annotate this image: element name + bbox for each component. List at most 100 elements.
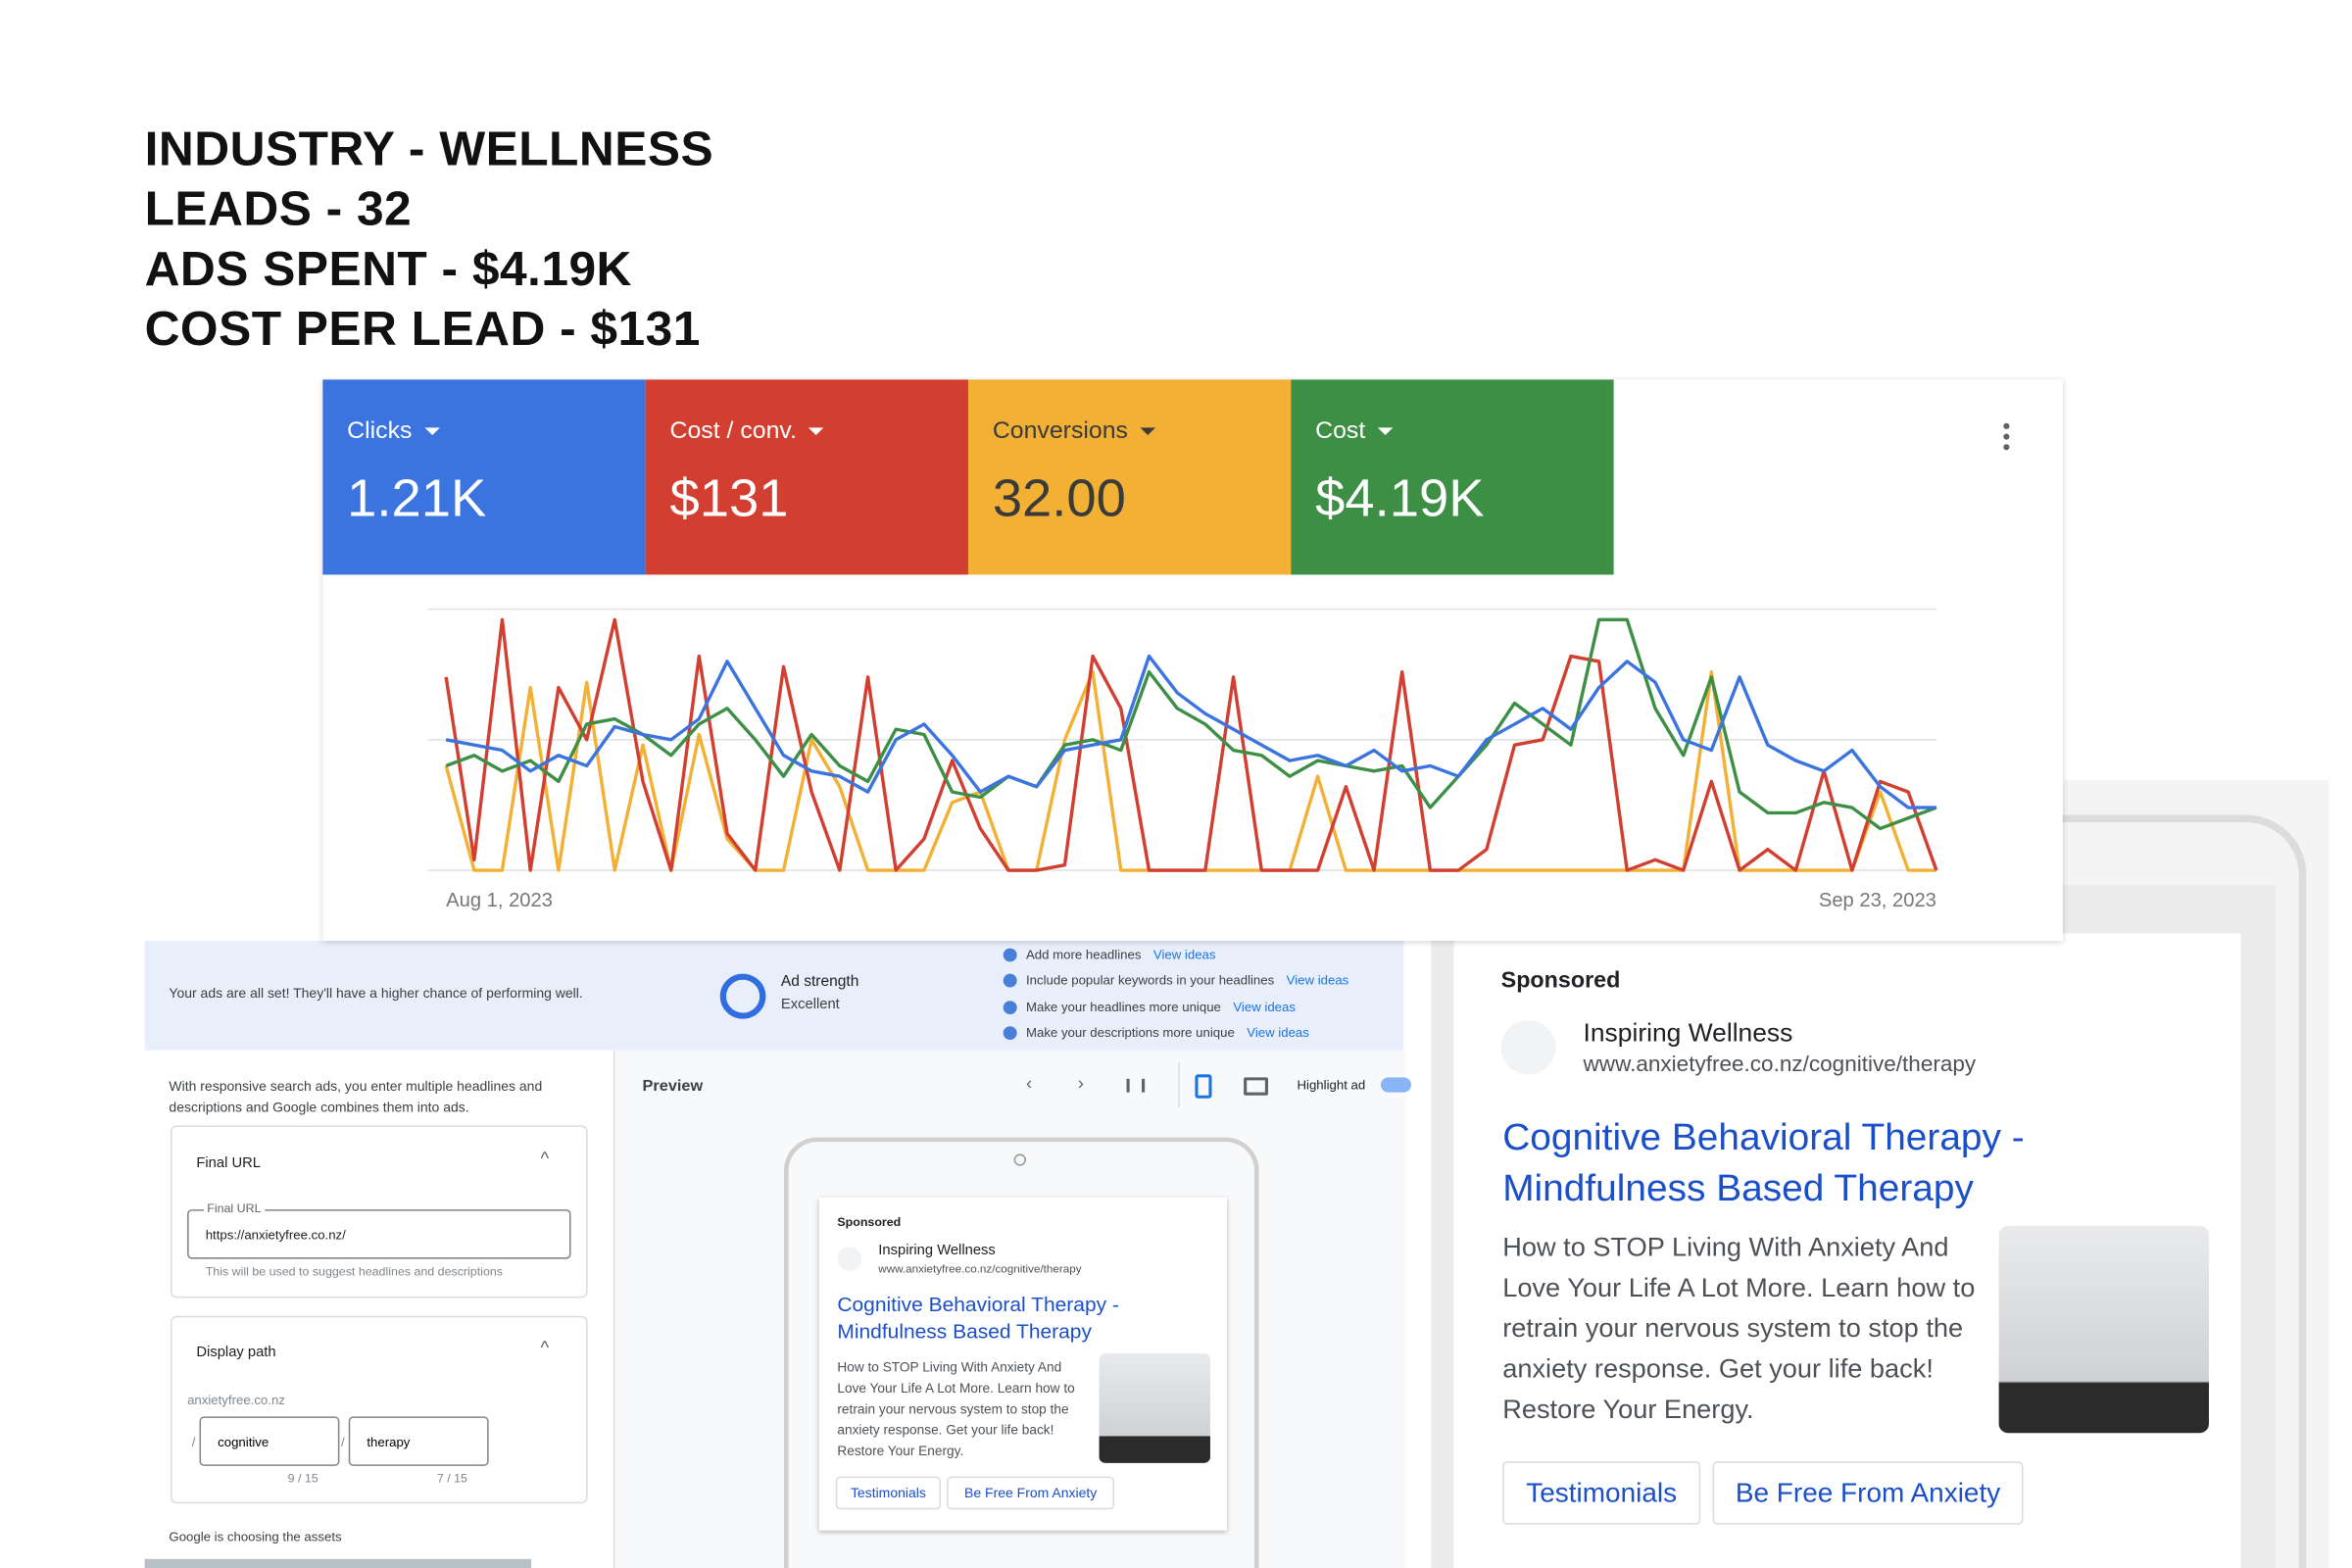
element [1003,1026,1017,1041]
logo [837,1247,862,1271]
tip-text: Make your headlines more unique [1025,999,1221,1015]
preview-pane: Preview ‹ › Highlight ad Sponsored Inspi… [613,1050,1412,1568]
metric-value: $131 [669,469,789,528]
strength-rating: Excellent [780,996,840,1013]
field-value: therapy [367,1434,411,1450]
separator: / [340,1434,345,1450]
x-tick-label: Aug 1, 2023 [446,890,553,911]
collapse[interactable]: ^ [540,1337,550,1358]
description: How to STOP Living With Anxiety And Love… [1502,1232,1976,1425]
ad-strength-banner: Your ads are all set! They'll have a hig… [144,940,1404,1051]
headline-line: Cognitive Behavioral Therapy - [837,1293,1119,1316]
chart: Aug 1, 2023 Sep 23, 2023 [427,608,1938,911]
tip-link[interactable]: View ideas [1152,947,1216,962]
columns-icon[interactable] [1126,1078,1146,1093]
sitelink[interactable]: Testimonials [835,1476,942,1510]
sponsored: Sponsored [837,1215,902,1229]
section-title: Final URL [196,1154,262,1172]
tip: Make your headlines more unique View idea… [1003,999,1296,1015]
ad-url: www.anxietyfree.co.nz/cognitive/therapy [1583,1053,1977,1078]
metric-label: Clicks [347,418,439,446]
path-field[interactable]: therapy [348,1416,489,1466]
metric-value: 1.21K [347,469,487,528]
headline-line: Mindfulness Based Therapy [837,1320,1092,1344]
ad-url: www.anxietyfree.co.nz/cognitive/therapy [878,1261,1082,1276]
tip: Make your descriptions more unique View i… [1003,1024,1309,1041]
ad-image [1099,1353,1210,1463]
preview-title: Preview [642,1077,704,1096]
menu-dot [2003,444,2010,451]
strength-ring [719,973,766,1019]
next-button[interactable]: › [1077,1072,1085,1095]
domain: anxietyfree.co.nz [187,1392,285,1408]
metric-card[interactable]: Cost $4.19K [1291,379,1614,575]
final-url-section: Final URL ^ Final URL https://anxietyfre… [170,1125,588,1298]
metric-label: Conversions [993,418,1155,446]
x-tick-label: Sep 23, 2023 [1819,890,1936,911]
phone-frame [784,1137,1259,1568]
headline-line: Mindfulness Based Therapy [1502,1167,1974,1210]
camera [1013,1153,1026,1166]
headline: Cognitive Behavioral Therapy - Mindfulne… [1502,1112,2024,1214]
sitelink[interactable]: Be Free From Anxiety [1712,1461,2024,1525]
header-line: LEADS - 32 [144,181,413,236]
ad-editor: With responsive search ads, you enter mu… [144,1050,614,1568]
sitelink[interactable]: Testimonials [1502,1461,1701,1525]
series-line [444,617,1938,872]
tip-text: Add more headlines [1025,947,1142,962]
field-value: https://anxietyfree.co.nz/ [205,1227,346,1243]
tip: Include popular keywords in your headlin… [1003,972,1349,988]
mobile-icon[interactable] [1195,1074,1212,1099]
tip-link[interactable]: View ideas [1286,972,1349,988]
menu-dot [2003,433,2010,440]
highlight-label: Highlight ad [1297,1077,1366,1093]
tip-link[interactable]: View ideas [1233,999,1296,1015]
divider [1178,1062,1180,1107]
prev-button[interactable]: ‹ [1025,1072,1033,1095]
display-path-section: Display path ^ anxietyfree.co.nz / cogni… [170,1315,588,1504]
ad-card: Sponsored Inspiring Wellness www.anxiety… [818,1197,1228,1531]
sponsored: Sponsored [1500,967,1621,994]
desktop-icon[interactable] [1244,1077,1268,1096]
toggle[interactable] [1380,1077,1412,1093]
headline-line: Cognitive Behavioral Therapy - [1502,1116,2025,1159]
metric-card[interactable]: Clicks 1.21K [322,379,646,575]
field-value: cognitive [218,1434,270,1450]
intro: With responsive search ads, you enter mu… [169,1078,543,1115]
progress [144,1558,532,1568]
counter: 9 / 15 [287,1472,318,1486]
metric-card[interactable]: Cost / conv. $131 [645,379,968,575]
phone-frame [1979,814,2307,1568]
element [1003,973,1017,988]
metric-label: Cost [1315,418,1393,446]
tip-link[interactable]: View ideas [1247,1024,1309,1041]
performance-panel: Clicks 1.21K Cost / conv. $131 Conversions 32… [322,379,2063,941]
logo [1500,1020,1556,1075]
collapse[interactable]: ^ [540,1148,550,1169]
advertiser: Inspiring Wellness [1583,1018,1793,1048]
metric-label: Cost / conv. [669,418,823,446]
sitelink[interactable]: Be Free From Anxiety [947,1476,1115,1510]
metric-value: 32.00 [992,469,1126,528]
section-title: Display path [196,1344,276,1361]
series-line [445,654,1936,809]
ad-card: Sponsored Inspiring Wellness www.anxiety… [1453,933,2241,1568]
footer-note: Google is choosing the assets [169,1529,342,1544]
element [1003,1001,1017,1015]
field-label: Final URL [204,1201,265,1216]
counter: 7 / 15 [436,1472,467,1486]
description: How to STOP Living With Anxiety And Love… [837,1359,1075,1459]
tip: Add more headlines View ideas [1003,947,1216,962]
path-field[interactable]: cognitive [199,1416,340,1466]
ad-image [1998,1225,2209,1434]
header-line: COST PER LEAD - $131 [144,301,701,356]
metric-card[interactable]: Conversions 32.00 [967,379,1292,575]
headline: Cognitive Behavioral Therapy - Mindfulne… [837,1292,1119,1346]
final-url-field[interactable]: Final URL https://anxietyfree.co.nz/ [187,1201,571,1259]
header-line: INDUSTRY - WELLNESS [144,122,714,176]
menu-dot [2003,422,2010,429]
separator: / [191,1434,196,1450]
element [1003,948,1017,962]
field-help: This will be used to suggest headlines a… [205,1264,503,1279]
